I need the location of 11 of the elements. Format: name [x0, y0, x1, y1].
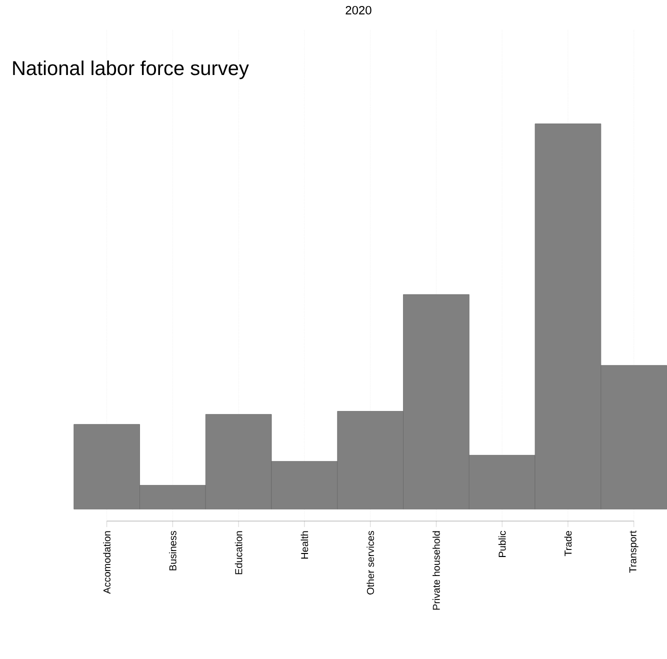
chart-subtitle: National labor force survey: [13, 60, 249, 80]
chart-title: 2020: [346, 6, 372, 15]
x-tick-label: Health: [300, 531, 308, 559]
x-tick-label: Other services: [366, 531, 374, 595]
x-tick-label: Business: [169, 531, 176, 570]
x-tick-label: Trade: [564, 531, 572, 556]
x-tick-label: Accomodation: [103, 531, 110, 594]
x-tick-label: Public: [498, 530, 506, 558]
x-tick-label: Transport: [629, 530, 638, 573]
x-tick-label: Education: [234, 531, 242, 574]
x-tick-label: Private household: [432, 531, 440, 610]
